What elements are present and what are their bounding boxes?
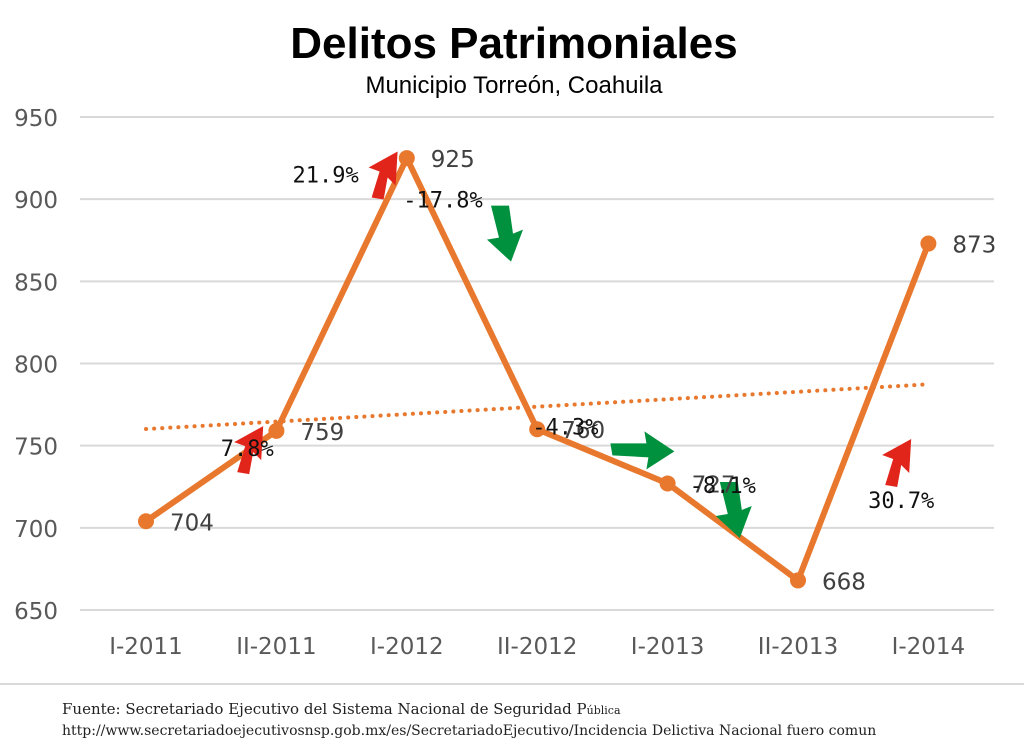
data-label: 668 [822,569,866,595]
data-labels-layer: 704 759 925 760 727 668 873 [170,147,996,595]
source-label-tail: ública [586,704,621,717]
increase-arrow [368,151,398,200]
y-tick-label: 700 [14,517,58,543]
change-label: 21.9% [292,163,358,188]
data-label: 925 [431,147,475,173]
x-tick-label: II-2011 [236,634,316,660]
data-label: 759 [300,420,344,446]
trendline-layer [144,382,931,432]
change-label: -8.1% [690,474,756,499]
x-tick-label: I-2014 [892,634,966,660]
y-tick-label: 750 [14,435,58,461]
decrease-arrow [715,481,752,538]
change-label: 30.7% [868,489,934,514]
decrease-arrow [610,431,675,470]
change-arrow-layer [234,151,912,538]
increase-arrow [234,426,264,475]
data-label: 873 [952,233,996,259]
change-label: -4.3% [532,415,598,440]
change-labels-layer: 7.8% 21.9% -17.8% -4.3% -8.1% 30.7% [221,163,935,513]
x-axis-ticks: I-2011 II-2011 I-2012 II-2012 I-2013 II-2013 I… [109,634,965,660]
data-point [920,235,937,252]
data-point [398,150,415,167]
data-point [268,422,285,439]
data-point [529,421,546,438]
x-tick-label: II-2013 [758,634,838,660]
chart: Delitos Patrimoniales Municipio Torreón,… [14,19,996,660]
y-tick-label: 850 [14,270,58,296]
data-label: 704 [170,510,214,536]
x-tick-label: II-2012 [497,634,577,660]
change-label: -17.8% [403,189,482,214]
data-label: 760 [561,418,605,444]
decrease-arrow [487,205,523,262]
series-line-layer [144,155,932,584]
trendline [144,382,931,432]
chart-title: Delitos Patrimoniales [290,19,737,68]
data-point [138,513,154,530]
source-label: Fuente: Secretariado Ejecutivo del Siste… [62,700,587,718]
data-point [659,475,676,492]
data-label: 727 [692,472,736,498]
y-tick-label: 800 [14,353,58,379]
y-axis-ticks: 650 700 750 800 850 900 950 [14,106,58,625]
data-points-layer [138,150,937,589]
gridlines [80,116,994,611]
increase-arrow [882,438,912,487]
data-point [790,572,806,589]
series-line [144,155,932,584]
chart-subtitle: Municipio Torreón, Coahuila [365,72,663,99]
x-tick-label: I-2012 [370,634,444,660]
x-tick-label: I-2011 [109,634,183,660]
source-note: Fuente: Secretariado Ejecutivo del Siste… [62,699,876,742]
y-tick-label: 650 [14,599,58,625]
y-tick-label: 900 [14,188,58,214]
change-label: 7.8% [221,437,274,462]
x-tick-label: I-2013 [631,634,705,660]
footer-divider [0,683,1024,685]
source-url: http://www.secretariadoejecutivosnsp.gob… [62,723,877,739]
y-tick-label: 950 [14,106,58,132]
